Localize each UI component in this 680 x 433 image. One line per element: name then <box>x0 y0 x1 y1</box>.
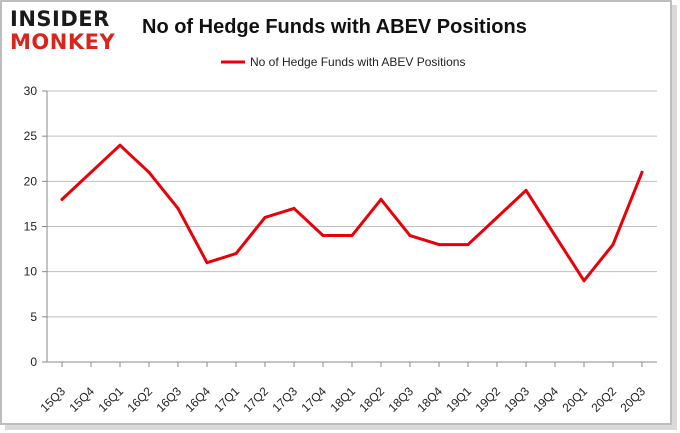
data-point <box>640 170 644 174</box>
x-tick-label: 17Q3 <box>269 384 300 415</box>
data-point <box>408 234 412 238</box>
data-point <box>118 143 122 147</box>
legend: No of Hedge Funds with ABEV Positions <box>221 55 465 69</box>
y-tick-label: 0 <box>30 355 37 369</box>
data-point <box>553 234 557 238</box>
x-tick-label: 17Q1 <box>211 384 242 415</box>
x-tick-label: 20Q3 <box>617 384 648 415</box>
legend-label: No of Hedge Funds with ABEV Positions <box>250 55 465 69</box>
x-tick-label: 18Q1 <box>327 384 358 415</box>
data-point <box>292 206 296 210</box>
y-tick-label: 15 <box>24 220 38 234</box>
data-point <box>524 188 528 192</box>
data-point <box>89 170 93 174</box>
x-tick-label: 17Q2 <box>240 384 271 415</box>
chart-frame <box>0 0 672 425</box>
x-tick-label: 19Q3 <box>501 384 532 415</box>
logo-line-2: MONKEY <box>10 30 116 54</box>
x-tick-label: 19Q2 <box>472 384 503 415</box>
data-point <box>147 170 151 174</box>
x-tick-label: 18Q4 <box>414 384 445 415</box>
x-axis-ticks: 15Q315Q416Q116Q216Q316Q417Q117Q217Q317Q4… <box>37 362 648 415</box>
x-tick-label: 20Q1 <box>559 384 590 415</box>
data-point <box>321 234 325 238</box>
data-point <box>611 243 615 247</box>
x-tick-label: 16Q2 <box>124 384 155 415</box>
data-point <box>60 197 64 201</box>
x-tick-label: 16Q3 <box>153 384 184 415</box>
x-tick-label: 16Q1 <box>95 384 126 415</box>
data-point <box>263 215 267 219</box>
data-point <box>350 234 354 238</box>
series-lines <box>60 143 644 283</box>
data-point <box>582 279 586 283</box>
y-tick-label: 20 <box>24 174 38 188</box>
data-point <box>379 197 383 201</box>
y-tick-label: 5 <box>30 310 37 324</box>
y-tick-label: 25 <box>24 129 38 143</box>
data-point <box>205 261 209 265</box>
gridlines <box>47 90 657 318</box>
insider-monkey-logo: INSIDER MONKEY <box>10 8 128 56</box>
chart-title: No of Hedge Funds with ABEV Positions <box>142 16 527 38</box>
y-tick-label: 10 <box>24 265 38 279</box>
data-point <box>176 206 180 210</box>
y-axis-ticks: 0 5 10 15 20 25 30 <box>24 84 47 369</box>
x-tick-label: 19Q4 <box>530 384 561 415</box>
y-tick-label: 30 <box>24 84 38 98</box>
x-tick-label: 15Q3 <box>37 384 68 415</box>
data-point <box>234 252 238 256</box>
x-tick-label: 15Q4 <box>66 384 97 415</box>
logo-line-1: INSIDER <box>10 7 110 31</box>
series-line <box>60 143 644 283</box>
x-tick-label: 19Q1 <box>443 384 474 415</box>
x-tick-label: 18Q3 <box>385 384 416 415</box>
data-point <box>437 243 441 247</box>
x-tick-label: 16Q4 <box>182 384 213 415</box>
x-tick-label: 20Q2 <box>588 384 619 415</box>
x-tick-label: 18Q2 <box>356 384 387 415</box>
data-point <box>466 243 470 247</box>
data-point <box>495 215 499 219</box>
x-tick-label: 17Q4 <box>298 384 329 415</box>
